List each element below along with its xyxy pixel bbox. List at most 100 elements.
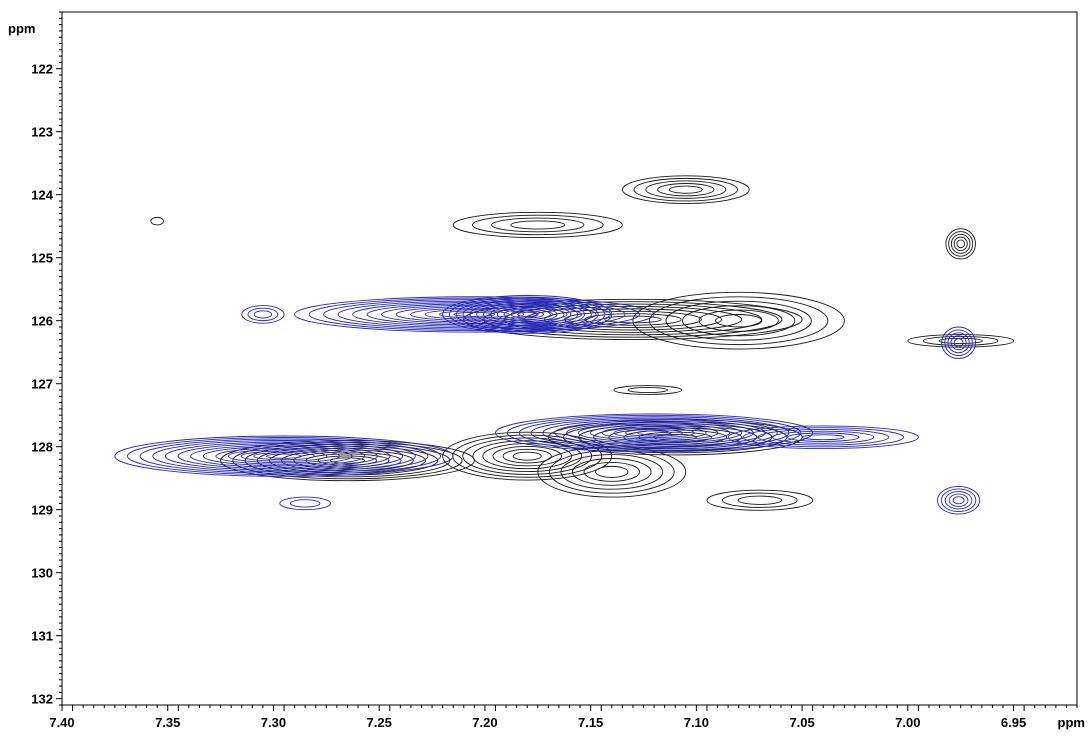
black-contour-level: [668, 185, 703, 194]
x-axis-tick-label: 7.15: [578, 715, 603, 730]
black-contour-level: [442, 431, 613, 481]
black-contour-level: [682, 305, 796, 337]
black-contour-level: [706, 489, 814, 511]
black-contour-level: [543, 308, 722, 331]
blue-contour-peak: [114, 435, 454, 477]
black-contour-level: [948, 231, 974, 257]
blue-contour-level: [476, 302, 579, 327]
black-contour-level: [472, 440, 583, 472]
black-contour-peak: [706, 489, 814, 511]
x-axis-tick-label: 7.40: [49, 715, 74, 730]
black-contour-level: [956, 239, 965, 249]
y-axis-tick-label: 125: [31, 251, 53, 266]
y-axis-tick-label: 123: [31, 125, 53, 140]
black-contour-level: [715, 314, 763, 328]
black-contour-level: [608, 427, 743, 447]
blue-contour-level: [439, 310, 510, 319]
y-axis-tick-label: 132: [31, 692, 53, 707]
blue-contour-level: [253, 310, 273, 319]
blue-contour-level: [742, 427, 904, 448]
blue-contour-level: [247, 307, 279, 322]
black-contour-level: [452, 211, 623, 238]
black-contour-level: [512, 451, 542, 461]
black-contour-level: [502, 448, 552, 464]
blue-contour-level: [469, 301, 585, 328]
blue-contour-peak: [279, 496, 332, 511]
x-axis-tick-label: 7.25: [367, 715, 392, 730]
black-contour-level: [150, 216, 164, 226]
blue-contour-level: [455, 298, 599, 331]
y-axis-tick-label: 129: [31, 503, 53, 518]
y-axis-tick-label: 130: [31, 566, 53, 581]
blue-contour-level: [215, 447, 353, 465]
blue-contour-level: [506, 414, 802, 451]
black-contour-level: [471, 214, 604, 236]
blue-contour-level: [948, 493, 969, 507]
black-contour-level: [510, 220, 566, 230]
blue-contour-level: [265, 453, 303, 459]
blue-contour-level: [462, 299, 592, 330]
blue-contour-level: [940, 488, 977, 512]
blue-contour-level: [410, 307, 539, 322]
black-contour-level: [698, 309, 779, 332]
black-contour-level: [627, 386, 668, 394]
black-contour-level: [595, 465, 629, 478]
black-contour-peak: [632, 291, 845, 350]
blue-contour-level: [190, 444, 378, 468]
black-contour-level: [649, 296, 829, 346]
blue-contour-level: [489, 305, 565, 324]
black-contour-level: [632, 291, 845, 350]
black-contour-level: [645, 180, 727, 199]
black-contour-level: [491, 217, 585, 233]
black-contour-level: [613, 385, 683, 395]
blue-contour-level: [503, 308, 551, 321]
blue-contour-level: [453, 311, 496, 317]
black-contour-level: [293, 451, 402, 470]
blue-contour-level: [139, 438, 429, 474]
black-contour-level: [633, 177, 738, 202]
blue-contour-level: [442, 295, 613, 334]
black-contour-level: [722, 492, 798, 508]
black-contour-peak: [452, 211, 623, 238]
blue-contour-level: [936, 485, 981, 515]
blue-contour-level: [152, 440, 416, 473]
blue-contour-peak: [294, 296, 655, 333]
blue-contour-level: [613, 427, 695, 439]
x-axis-tick-label: 7.10: [684, 715, 709, 730]
y-axis-tick-label: 122: [31, 62, 53, 77]
blue-contour-level: [517, 311, 538, 317]
black-contour-level: [657, 183, 715, 197]
plot-frame: [61, 11, 1078, 706]
blue-contour-level: [589, 424, 719, 441]
blue-contour-level: [950, 335, 967, 351]
blue-contour-level: [241, 305, 285, 324]
x-axis-tick-label: 7.30: [261, 715, 286, 730]
y-axis-unit-label: ppm: [8, 21, 35, 36]
blue-contour-level: [941, 326, 976, 359]
blue-contour-level: [448, 296, 606, 333]
blue-contour-peak: [241, 305, 285, 324]
blue-contour-level: [510, 310, 545, 319]
black-contour-level: [563, 421, 788, 454]
blue-contour-peak: [936, 485, 981, 515]
black-contour-level: [950, 233, 971, 254]
blue-contour-level: [114, 435, 454, 477]
x-axis-tick-label: 7.05: [789, 715, 814, 730]
black-contour-level: [665, 300, 812, 341]
blue-contour-level: [757, 429, 890, 446]
y-axis-tick-label: 131: [31, 629, 53, 644]
black-contour-level: [945, 228, 976, 260]
blue-contour-peak: [442, 295, 613, 334]
black-contour-level: [492, 446, 562, 467]
blue-spectrum-contours: [114, 295, 981, 515]
blue-contour-level: [279, 496, 332, 511]
blue-contour-level: [953, 338, 964, 348]
black-contour-level: [953, 236, 968, 252]
black-contour-level: [922, 335, 999, 346]
x-axis-tick-label: 6.95: [1001, 715, 1026, 730]
black-contour-level: [621, 175, 750, 204]
black-contour-level: [938, 337, 983, 344]
blue-contour-level: [352, 302, 597, 327]
blue-contour-level: [294, 296, 655, 333]
